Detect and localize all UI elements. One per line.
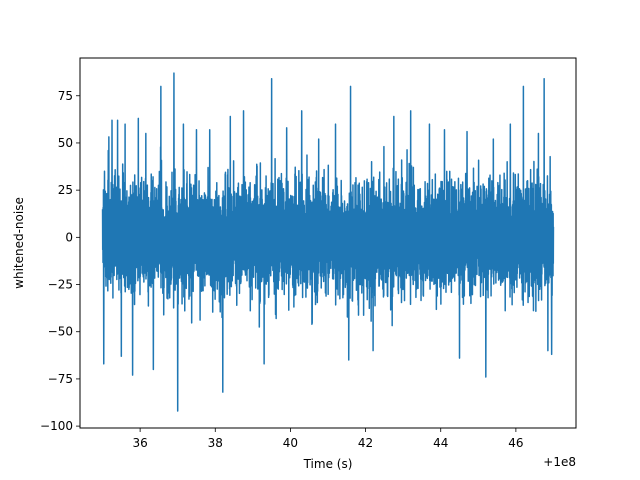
y-tick-label: −50 [48, 325, 73, 339]
axes-frame [79, 57, 577, 429]
y-axis: −100 −75 −50 −25 0 25 50 75 [40, 89, 80, 433]
y-tick-label: 0 [65, 230, 73, 244]
y-tick-label: −75 [48, 372, 73, 386]
x-tick-label: 42 [358, 436, 373, 450]
x-axis: 36 38 40 42 44 46 [132, 428, 524, 450]
y-tick-label: 50 [58, 136, 73, 150]
series-line-whitened-noise [101, 72, 555, 412]
y-tick-label: −100 [40, 419, 73, 433]
x-axis-label: Time (s) [303, 457, 353, 471]
plot-area [79, 57, 577, 429]
y-axis-label: whitened-noise [12, 197, 26, 289]
y-tick-label: 75 [58, 89, 73, 103]
x-tick-label: 40 [283, 436, 298, 450]
y-tick-label: 25 [58, 183, 73, 197]
x-tick-label: 46 [508, 436, 523, 450]
y-tick-label: −25 [48, 278, 73, 292]
x-tick-label: 36 [132, 436, 147, 450]
x-offset-label: +1e8 [543, 455, 576, 469]
x-tick-label: 44 [433, 436, 448, 450]
x-tick-label: 38 [208, 436, 223, 450]
